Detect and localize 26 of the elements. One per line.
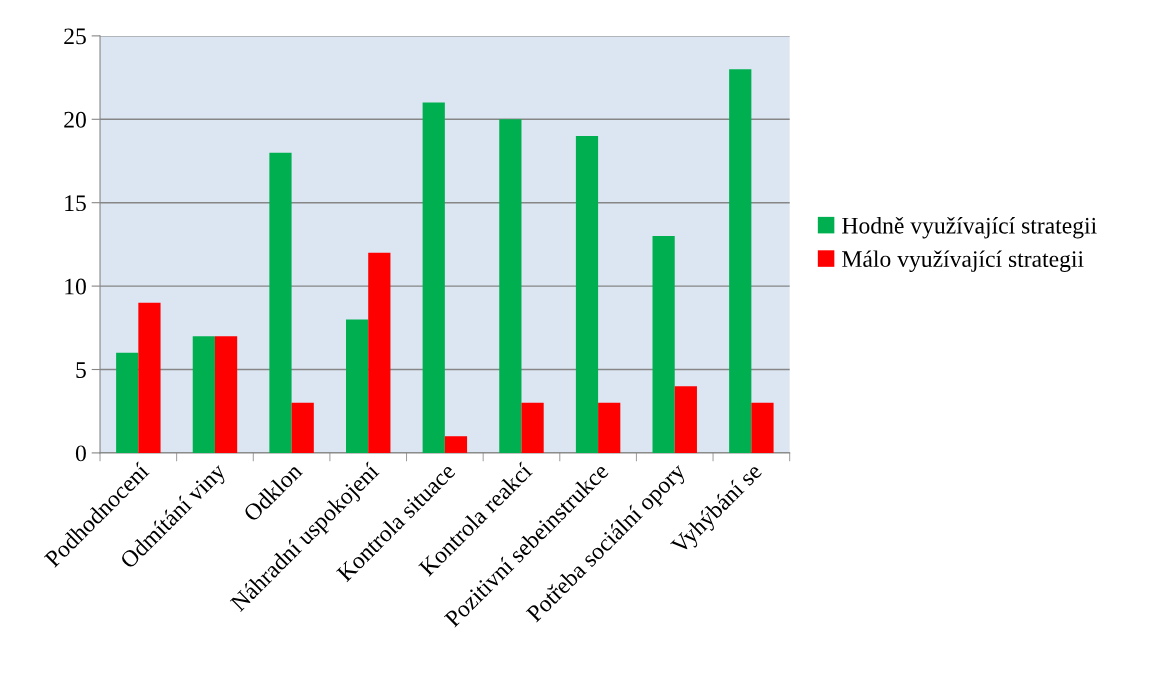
bar: [521, 402, 544, 453]
legend-label: Málo využívající strategii: [842, 250, 1084, 272]
bar: [138, 302, 161, 453]
y-tick-label: 5: [76, 362, 86, 378]
bar: [674, 386, 697, 453]
bar: [346, 319, 369, 453]
y-tick-label: 10: [65, 278, 86, 295]
legend-label: Hodně využívající strategii: [842, 216, 1097, 239]
bar: [499, 119, 522, 453]
y-tick-label: 20: [64, 111, 86, 128]
bar: [269, 152, 292, 453]
bar: [214, 336, 238, 453]
bar: [116, 352, 139, 453]
bar: [652, 236, 675, 453]
y-tick-label: 15: [65, 195, 86, 212]
bar: [444, 436, 468, 453]
bar: [575, 135, 599, 453]
bar: [368, 252, 391, 453]
bar: [192, 336, 215, 453]
bar: [729, 69, 752, 453]
bar: [751, 402, 774, 453]
bar: [291, 402, 314, 453]
y-tick-label: 0: [75, 445, 86, 462]
y-tick-label: 25: [64, 28, 86, 45]
bar: [598, 402, 621, 453]
bar: [422, 102, 445, 453]
